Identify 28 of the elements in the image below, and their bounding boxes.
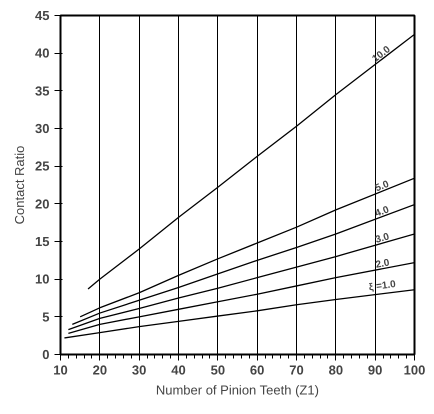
y-tick-label: 40	[35, 46, 50, 61]
y-tick-label: 10	[35, 272, 50, 287]
y-tick-label: 5	[42, 309, 50, 324]
x-tick-label: 40	[171, 362, 186, 378]
x-tick-label: 30	[132, 362, 146, 378]
x-tick-label: 10	[53, 362, 68, 378]
text: 4.0	[374, 204, 392, 220]
text: ξ =1.0	[368, 279, 397, 294]
y-tick-label: 30	[35, 121, 50, 136]
y-tick-label: 15	[35, 234, 50, 249]
x-tick-label: 90	[368, 362, 382, 378]
text: 2.0	[374, 257, 391, 271]
x-tick-label: 100	[404, 362, 426, 378]
x-axis-title: Number of Pinion Teeth (Z1)	[156, 382, 319, 398]
y-tick-label: 45	[35, 8, 50, 23]
y-axis-title: Contact Ratio	[12, 146, 28, 224]
x-tick-label: 20	[92, 362, 108, 378]
y-tick-label: 25	[35, 158, 50, 174]
y-tick-label: 20	[35, 196, 50, 212]
x-tick-label: 60	[250, 362, 264, 378]
text: 10.0	[370, 44, 393, 65]
y-tick-label: 0	[42, 347, 50, 362]
text: 5.0	[374, 178, 392, 194]
x-tick-label: 80	[328, 362, 344, 378]
x-tick-label: 50	[210, 362, 226, 378]
x-tick-label: 70	[289, 362, 304, 378]
text: 3.0	[374, 231, 391, 246]
y-tick-label: 35	[35, 83, 50, 98]
